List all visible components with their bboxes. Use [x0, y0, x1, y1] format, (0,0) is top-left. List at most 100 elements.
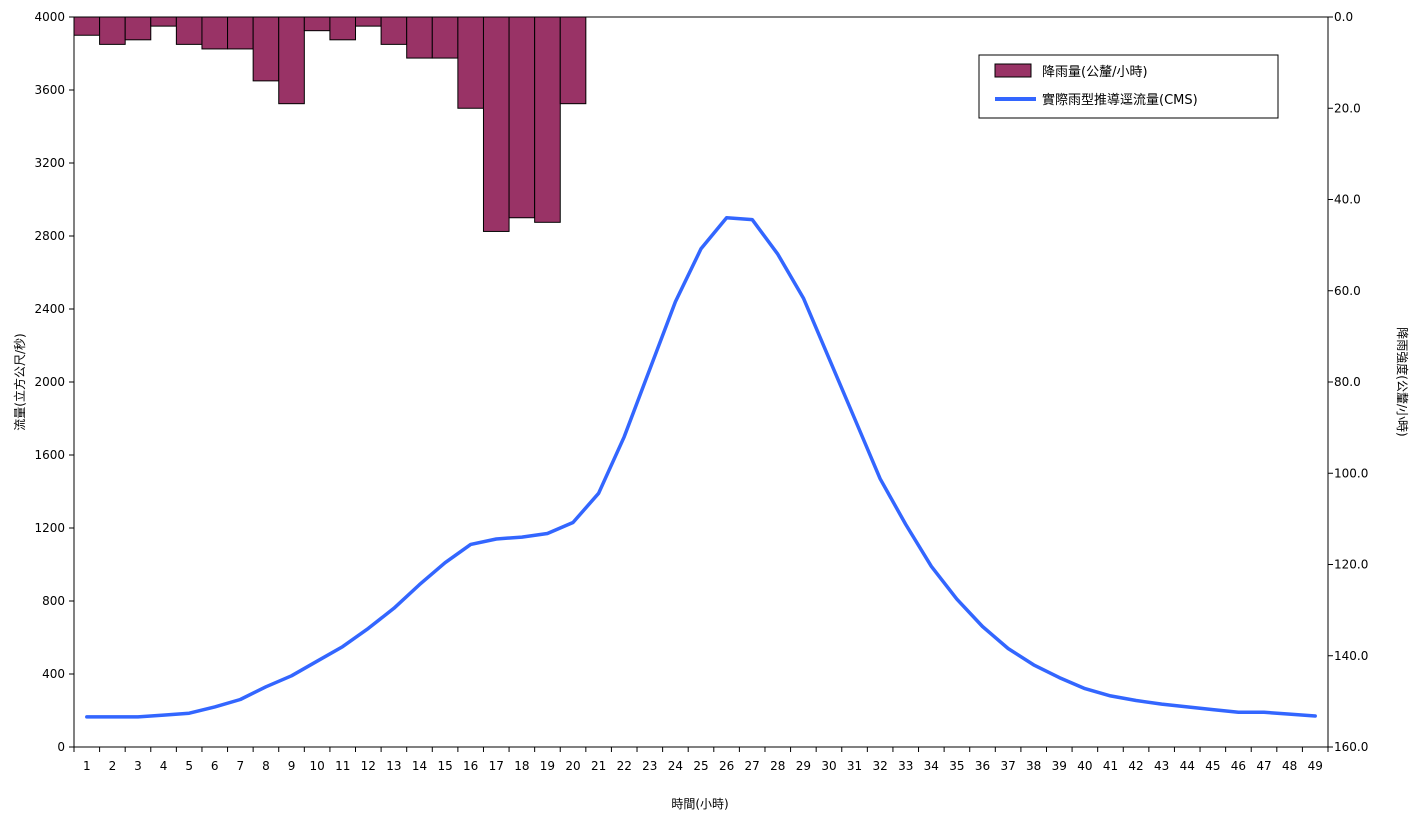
x-tick-label: 36: [975, 759, 990, 773]
ticks-group: 0 400 800 1200 1600 2000 2400 2800 3200 3600 4000 0…: [34, 10, 1368, 773]
rain-bar: [457, 16, 484, 109]
x-tick-label: 44: [1180, 759, 1195, 773]
x-tick-label: 33: [898, 759, 913, 773]
y-right-tick-label: 0.0: [1334, 10, 1353, 24]
x-tick-label: 7: [237, 759, 245, 773]
x-tick-label: 18: [514, 759, 529, 773]
y-left-tick-label: 1600: [34, 448, 65, 462]
rain-bar: [73, 16, 101, 36]
y-left-tick-label: 800: [42, 594, 65, 608]
x-tick-label: 22: [617, 759, 632, 773]
x-tick-label: 4: [160, 759, 168, 773]
x-tick-label: 25: [693, 759, 708, 773]
flow-line: [85, 216, 1317, 719]
x-tick-label: 30: [821, 759, 836, 773]
y-left-tick-label: 1200: [34, 521, 65, 535]
x-tick-label: 24: [668, 759, 683, 773]
x-tick-label: 34: [924, 759, 939, 773]
x-tick-label: 8: [262, 759, 270, 773]
x-axis-title: 時間(小時): [671, 797, 728, 811]
x-tick-label: 46: [1231, 759, 1246, 773]
x-tick-label: 47: [1256, 759, 1271, 773]
y-right-tick-label: 160.0: [1334, 740, 1368, 754]
x-tick-label: 31: [847, 759, 862, 773]
x-tick-label: 28: [770, 759, 785, 773]
rain-bar: [406, 16, 433, 59]
x-tick-label: 13: [386, 759, 401, 773]
y-left-tick-label: 400: [42, 667, 65, 681]
x-tick-label: 39: [1052, 759, 1067, 773]
rain-bar: [252, 16, 280, 82]
x-tick-label: 16: [463, 759, 478, 773]
rain-bar: [559, 16, 587, 105]
x-tick-label: 19: [540, 759, 555, 773]
x-tick-label: 42: [1128, 759, 1143, 773]
legend: 降雨量(公釐/小時) 實際雨型推導逕流量(CMS): [978, 54, 1279, 119]
x-tick-label: 23: [642, 759, 657, 773]
y-right-tick-label: 120.0: [1334, 558, 1368, 572]
rain-bar: [303, 16, 331, 32]
x-tick-label: 12: [361, 759, 376, 773]
rain-bar: [278, 16, 305, 105]
y-right-tick-label: 80.0: [1334, 375, 1361, 389]
legend-label-flow: 實際雨型推導逕流量(CMS): [1042, 92, 1198, 108]
rain-bar: [201, 16, 229, 50]
rain-bar: [380, 16, 408, 45]
x-tick-label: 3: [134, 759, 142, 773]
rain-bar: [150, 16, 177, 27]
y-left-tick-label: 2800: [34, 229, 65, 243]
x-tick-label: 40: [1077, 759, 1092, 773]
x-tick-label: 17: [489, 759, 504, 773]
rain-bars-group: [73, 16, 587, 232]
y-right-tick-label: 100.0: [1334, 466, 1368, 480]
rain-bar: [508, 16, 536, 219]
rain-bar: [482, 16, 510, 232]
x-tick-label: 26: [719, 759, 734, 773]
x-tick-label: 49: [1308, 759, 1323, 773]
x-tick-label: 43: [1154, 759, 1169, 773]
x-tick-label: 41: [1103, 759, 1118, 773]
x-tick-label: 35: [949, 759, 964, 773]
legend-label-rain: 降雨量(公釐/小時): [1042, 65, 1148, 80]
y-left-tick-label: 2400: [34, 302, 65, 316]
y-left-tick-label: 3200: [34, 156, 65, 170]
y-left-tick-label: 2000: [34, 375, 65, 389]
x-tick-label: 1: [83, 759, 91, 773]
flow-line-group: [85, 216, 1317, 719]
x-tick-label: 10: [309, 759, 324, 773]
y-left-tick-label: 4000: [34, 10, 65, 24]
rain-bar: [431, 16, 459, 59]
x-tick-label: 37: [1000, 759, 1015, 773]
x-tick-label: 48: [1282, 759, 1297, 773]
rain-bar: [99, 16, 126, 45]
x-tick-label: 38: [1026, 759, 1041, 773]
rain-bar: [534, 16, 561, 223]
x-tick-label: 2: [109, 759, 117, 773]
x-tick-label: 21: [591, 759, 606, 773]
x-tick-label: 6: [211, 759, 219, 773]
rain-bar: [175, 16, 203, 45]
y-right-tick-label: 60.0: [1334, 284, 1361, 298]
y-right-tick-label: 20.0: [1334, 101, 1361, 115]
x-tick-label: 27: [745, 759, 760, 773]
y-right-tick-label: 40.0: [1334, 193, 1361, 207]
x-tick-label: 11: [335, 759, 350, 773]
x-tick-label: 45: [1205, 759, 1220, 773]
y-left-tick-label: 3600: [34, 83, 65, 97]
x-tick-label: 9: [288, 759, 296, 773]
x-tick-label: 29: [796, 759, 811, 773]
rain-bar: [355, 16, 382, 27]
legend-swatch-rain: [994, 63, 1032, 78]
rain-bar: [124, 16, 152, 41]
axes-group: [73, 16, 1329, 748]
y-left-tick-label: 0: [57, 740, 65, 754]
x-tick-label: 14: [412, 759, 427, 773]
rain-bar: [329, 16, 357, 41]
rain-bar: [227, 16, 254, 50]
x-tick-label: 5: [185, 759, 193, 773]
x-tick-label: 20: [565, 759, 580, 773]
y-right-tick-label: 140.0: [1334, 649, 1368, 663]
x-tick-label: 32: [873, 759, 888, 773]
y-axis-right-title: 降雨強度(公釐/小時): [1395, 327, 1410, 436]
